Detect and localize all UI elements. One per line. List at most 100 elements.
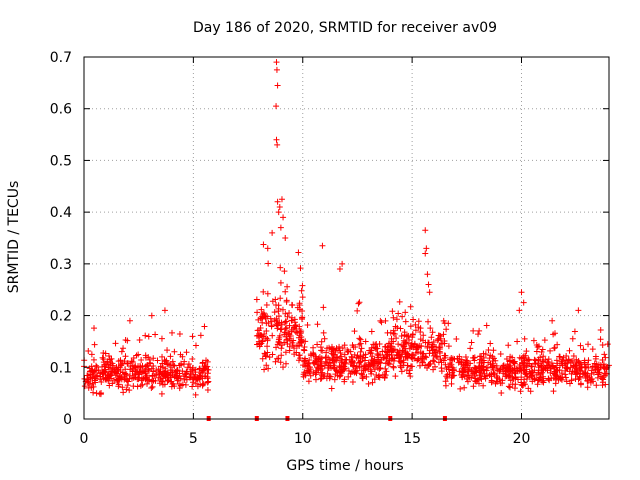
data-point xyxy=(531,375,538,382)
data-point xyxy=(398,368,405,375)
data-point xyxy=(115,381,122,388)
data-point xyxy=(409,363,416,370)
data-point xyxy=(595,366,602,373)
data-point xyxy=(428,334,435,341)
data-point xyxy=(90,371,97,378)
data-point xyxy=(341,376,348,383)
data-point xyxy=(417,336,424,343)
data-point xyxy=(356,359,363,366)
data-point xyxy=(441,337,448,344)
data-point xyxy=(350,363,357,370)
data-point xyxy=(330,346,337,353)
data-point xyxy=(403,367,410,374)
data-point xyxy=(273,103,280,110)
data-point xyxy=(435,335,442,342)
data-point xyxy=(424,271,431,278)
data-point xyxy=(302,363,309,370)
data-point xyxy=(102,366,109,373)
data-point xyxy=(136,337,143,344)
data-point xyxy=(480,382,487,389)
data-point xyxy=(283,298,290,305)
data-point xyxy=(317,362,324,369)
data-point xyxy=(288,326,295,333)
data-point xyxy=(275,305,282,312)
data-point xyxy=(98,389,105,396)
data-point xyxy=(260,288,267,295)
data-point xyxy=(205,378,212,385)
data-point xyxy=(476,353,483,360)
data-point xyxy=(521,335,528,342)
data-point xyxy=(407,303,414,310)
data-point xyxy=(581,359,588,366)
data-point xyxy=(396,347,403,354)
data-point xyxy=(462,354,469,361)
data-point xyxy=(403,339,410,346)
data-point xyxy=(554,341,561,348)
data-point xyxy=(138,377,145,384)
data-point xyxy=(261,350,268,357)
data-point xyxy=(350,344,357,351)
data-point xyxy=(507,362,514,369)
data-point xyxy=(158,335,165,342)
chart-title: Day 186 of 2020, SRMTID for receiver av0… xyxy=(193,20,497,36)
data-point xyxy=(540,379,547,386)
data-point xyxy=(183,349,190,356)
data-point xyxy=(302,338,309,345)
data-point xyxy=(185,361,192,368)
data-point xyxy=(599,341,606,348)
data-point xyxy=(545,356,552,363)
data-point xyxy=(196,366,203,373)
data-point xyxy=(430,352,437,359)
data-point xyxy=(494,378,501,385)
data-point xyxy=(544,358,551,365)
data-point xyxy=(319,347,326,354)
data-point xyxy=(530,337,537,344)
data-point xyxy=(137,368,144,375)
data-point xyxy=(192,391,199,398)
data-point xyxy=(273,66,280,73)
data-point xyxy=(325,365,332,372)
data-point xyxy=(505,342,512,349)
data-point xyxy=(377,317,384,324)
data-point xyxy=(294,304,301,311)
data-point xyxy=(150,368,157,375)
data-point xyxy=(421,355,428,362)
data-point xyxy=(374,345,381,352)
data-point xyxy=(339,366,346,373)
data-point xyxy=(200,380,207,387)
data-point xyxy=(358,364,365,371)
data-point xyxy=(323,349,330,356)
data-point xyxy=(339,345,346,352)
data-point xyxy=(120,345,127,352)
data-point xyxy=(297,265,304,272)
data-point xyxy=(286,347,293,354)
data-point xyxy=(365,380,372,387)
data-point xyxy=(284,283,291,290)
data-point xyxy=(320,329,327,336)
data-point xyxy=(376,366,383,373)
data-point xyxy=(111,376,118,383)
data-point xyxy=(84,376,91,383)
data-point xyxy=(341,351,348,358)
data-point xyxy=(460,369,467,376)
data-point xyxy=(589,346,596,353)
data-point xyxy=(100,356,107,363)
data-point xyxy=(445,364,452,371)
data-point xyxy=(162,371,169,378)
data-point xyxy=(445,343,452,350)
data-point xyxy=(276,203,283,210)
data-point xyxy=(464,378,471,385)
data-point xyxy=(256,327,263,334)
data-point xyxy=(132,366,139,373)
data-point xyxy=(493,362,500,369)
data-point xyxy=(202,373,209,380)
data-point xyxy=(274,325,281,332)
data-point xyxy=(604,341,611,348)
data-point xyxy=(516,307,523,314)
data-point xyxy=(176,331,183,338)
data-point xyxy=(424,365,431,372)
data-point xyxy=(563,378,570,385)
data-points xyxy=(81,59,612,421)
data-point xyxy=(336,355,343,362)
data-point xyxy=(463,359,470,366)
